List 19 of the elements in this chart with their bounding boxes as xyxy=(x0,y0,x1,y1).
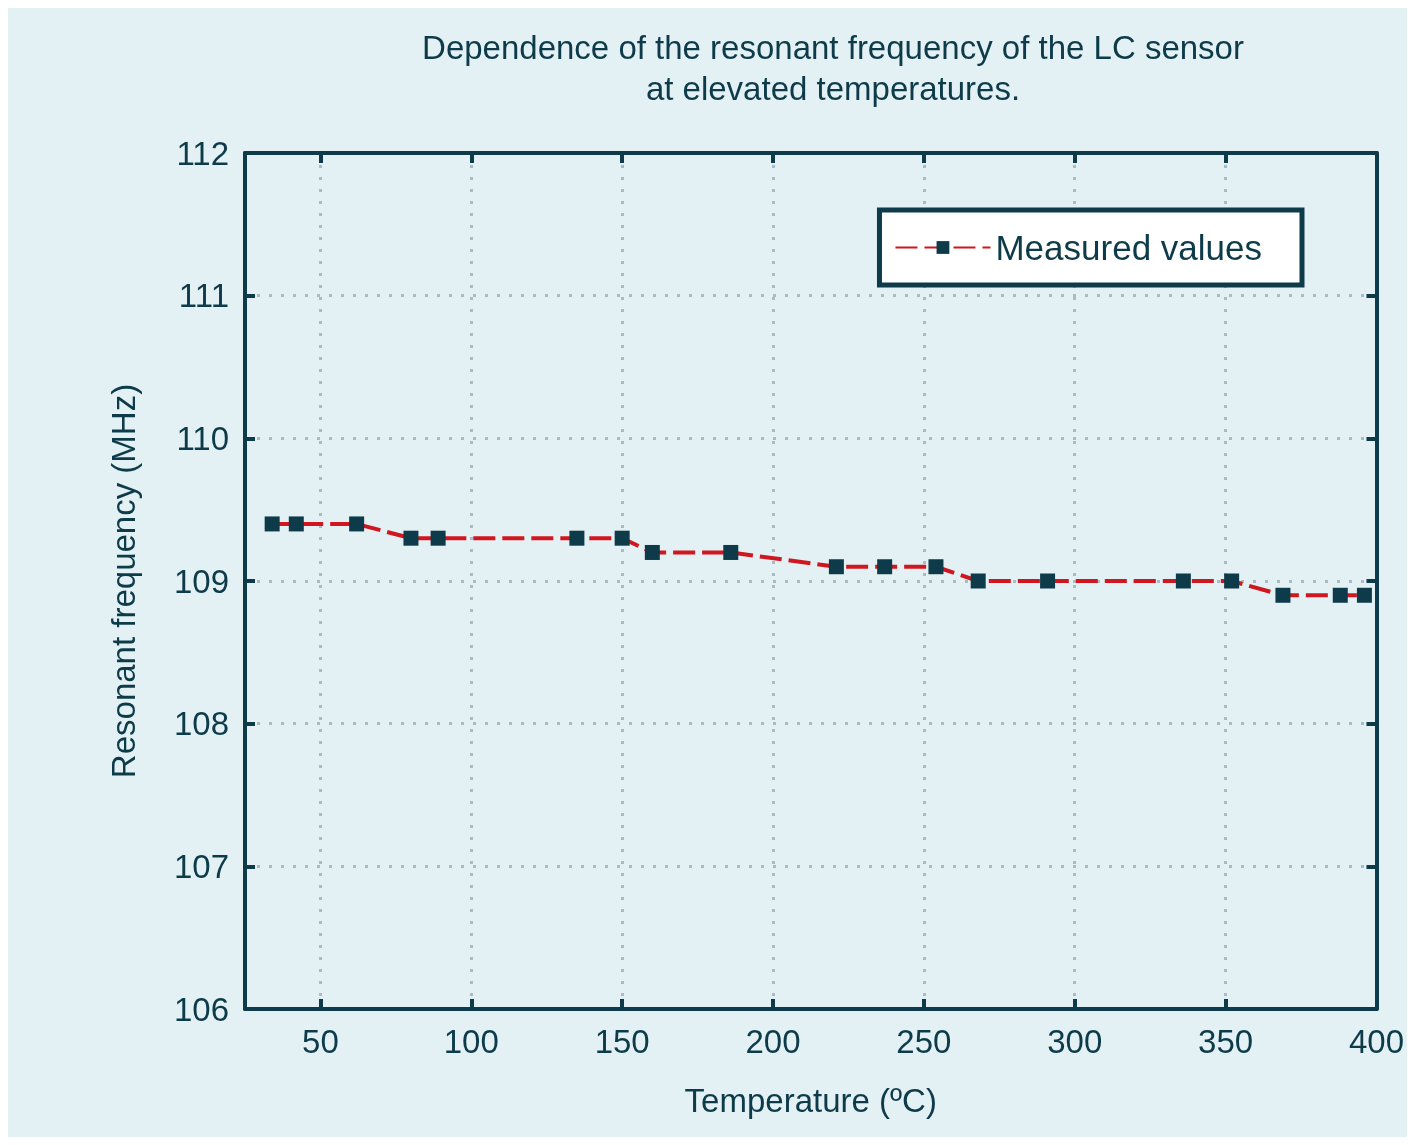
x-tick-label: 150 xyxy=(594,1023,650,1060)
x-tick-label: 350 xyxy=(1198,1023,1254,1060)
y-tick-label: 108 xyxy=(173,705,229,743)
y-tick-label: 111 xyxy=(178,277,229,315)
x-tick-label: 400 xyxy=(1348,1023,1404,1060)
x-tick-label: 50 xyxy=(302,1023,339,1060)
x-tick-label: 300 xyxy=(1047,1023,1103,1060)
x-tick-label: 250 xyxy=(896,1023,952,1060)
x-tick-label: 100 xyxy=(443,1023,499,1060)
y-tick-label: 112 xyxy=(176,134,229,172)
chart-title: Dependence of the resonant frequency of the LC sensor at elevated temperatures. xyxy=(422,29,1244,107)
legend-label: Measured values xyxy=(995,228,1263,267)
y-axis-title: Resonant frequency (MHz) xyxy=(105,383,142,779)
y-tick-label: 107 xyxy=(173,847,229,885)
y-tick-label: 109 xyxy=(173,562,229,600)
x-axis-title: Temperature (ºC) xyxy=(684,1082,937,1119)
y-tick-label: 106 xyxy=(173,990,229,1028)
y-tick-label: 110 xyxy=(176,419,229,457)
x-tick-label: 200 xyxy=(745,1023,801,1060)
